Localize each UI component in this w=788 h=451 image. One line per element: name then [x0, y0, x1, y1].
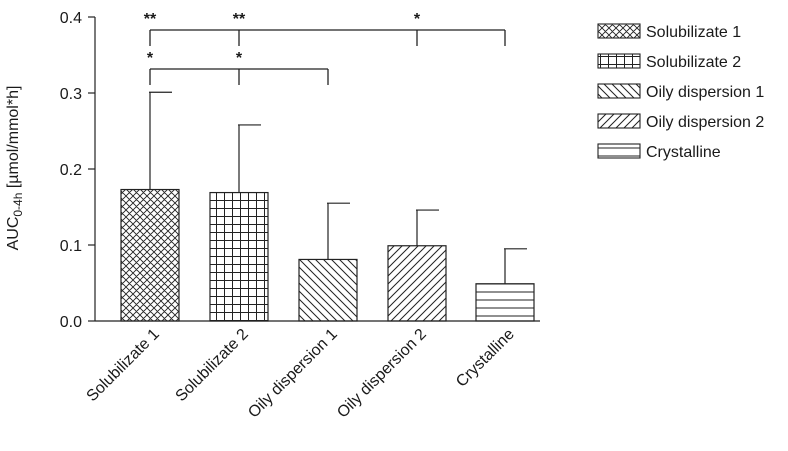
- y-tick-label: 0.1: [60, 238, 82, 255]
- bar-oily-dispersion-1: [298, 258, 358, 322]
- significance-star: **: [144, 11, 157, 28]
- y-tick-label: 0.0: [60, 314, 82, 331]
- x-tick-label: Crystalline: [453, 326, 518, 391]
- legend-swatch: [597, 53, 641, 69]
- significance-star: *: [236, 50, 243, 67]
- y-axis-label-subscript: 0-4h: [11, 193, 25, 217]
- legend-swatch: [597, 23, 641, 39]
- legend-entry: Crystalline: [646, 144, 721, 161]
- error-bars: [149, 91, 527, 284]
- legend-entry: Solubilizate 2: [646, 54, 741, 71]
- y-tick-label: 0.3: [60, 86, 82, 103]
- legend-entry: Solubilizate 1: [646, 24, 741, 41]
- legend-swatch: [597, 143, 641, 159]
- x-tick-label: Oily dispersion 2: [334, 326, 430, 422]
- bar-solubilizate-2: [209, 191, 269, 322]
- legend-swatch: [597, 113, 641, 129]
- x-tick-label: Oily dispersion 1: [245, 326, 341, 422]
- y-tick-label: 0.4: [60, 10, 82, 27]
- x-tick-label: Solubilizate 2: [173, 326, 252, 405]
- y-axis-label-group: AUC0-4h [µmol/mmol*h]: [5, 86, 25, 251]
- x-tick-label: Solubilizate 1: [84, 326, 163, 405]
- legend-entry: Oily dispersion 1: [646, 84, 764, 101]
- y-axis-label-unit: [µmol/mmol*h]: [5, 86, 22, 193]
- significance-star: **: [233, 11, 246, 28]
- bar-oily-dispersion-2: [387, 245, 447, 322]
- y-axis: 0.0 0.1 0.2 0.3 0.4: [60, 10, 96, 331]
- y-axis-label-main: AUC: [5, 217, 22, 251]
- legend-swatch: [597, 83, 641, 99]
- significance-star: *: [147, 50, 154, 67]
- significance-star: *: [414, 11, 421, 28]
- legend-entry: Oily dispersion 2: [646, 114, 764, 131]
- significance-brackets: ** ** ** *: [144, 11, 506, 85]
- y-tick-label: 0.2: [60, 162, 82, 179]
- legend: Solubilizate 1 Solubilizate 2 Oily dispers…: [597, 23, 764, 161]
- bar-solubilizate-1: [120, 188, 180, 322]
- bar-crystalline: [475, 283, 535, 322]
- y-axis-label: AUC0-4h [µmol/mmol*h]: [5, 86, 25, 251]
